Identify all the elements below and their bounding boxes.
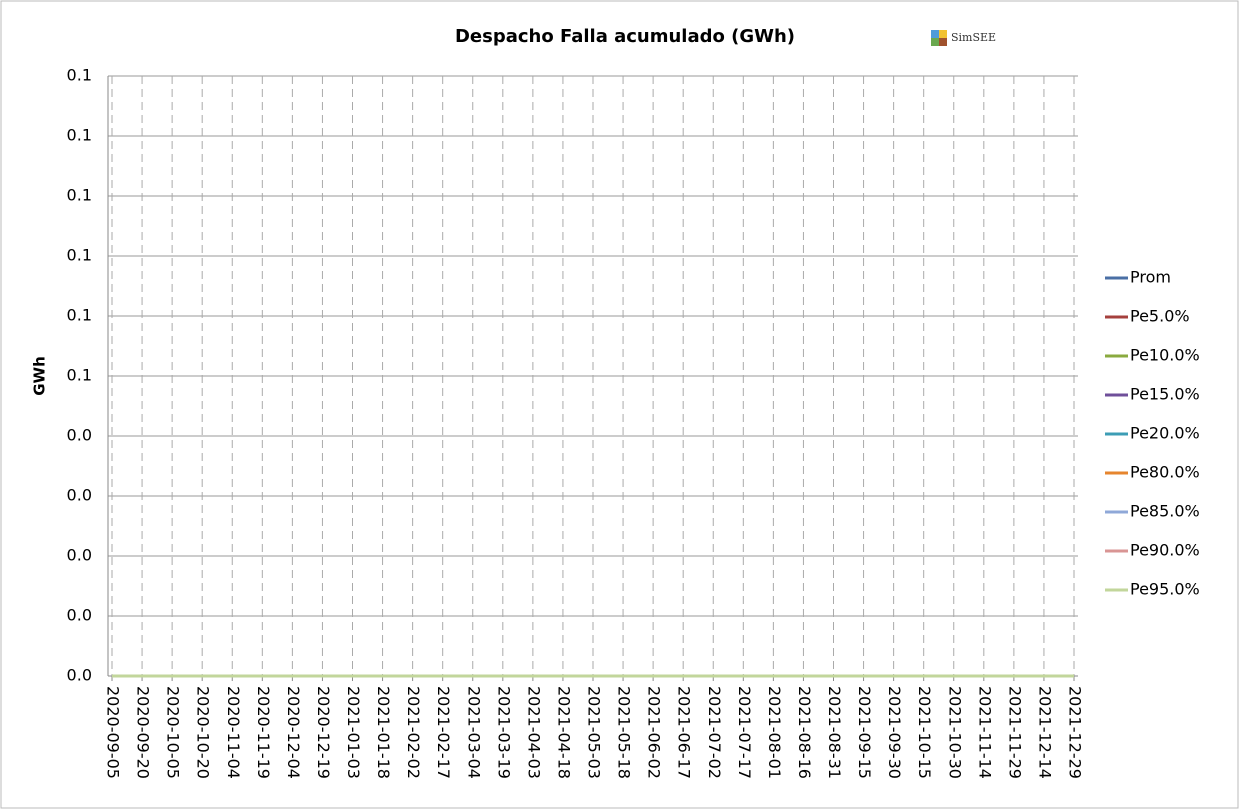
x-tick-label: 2020-10-20 [194,686,213,779]
x-tick-label: 2020-11-04 [224,686,243,779]
x-tick-label: 2021-08-31 [825,686,844,779]
legend-label: Pe90.0% [1130,541,1200,560]
x-tick-label: 2021-03-19 [494,686,513,779]
y-tick-label: 0.1 [67,246,92,265]
legend-label: Pe10.0% [1130,346,1200,365]
legend-label: Pe15.0% [1130,385,1200,404]
x-tick-label: 2021-11-14 [975,686,994,779]
logo-square [931,30,939,38]
x-tick-label: 2021-06-02 [645,686,664,779]
y-tick-label: 0.0 [67,666,92,685]
x-tick-label: 2021-11-29 [1005,686,1024,779]
y-tick-label: 0.1 [67,66,92,85]
x-tick-label: 2021-08-16 [795,686,814,779]
x-tick-label: 2021-02-02 [404,686,423,779]
y-tick-label: 0.1 [67,366,92,385]
logo-square [939,38,947,46]
x-tick-label: 2021-10-15 [915,686,934,779]
legend-label: Pe80.0% [1130,463,1200,482]
x-tick-label: 2021-04-18 [554,686,573,779]
y-tick-label: 0.0 [67,426,92,445]
x-tick-label: 2021-12-29 [1066,686,1085,779]
y-tick-label: 0.0 [67,486,92,505]
y-tick-label: 0.1 [67,306,92,325]
x-tick-label: 2021-09-15 [855,686,874,779]
legend-label: Prom [1130,268,1171,287]
watermark: SimSEE [931,30,996,46]
x-tick-label: 2021-01-18 [374,686,393,779]
x-tick-label: 2021-05-18 [615,686,634,779]
y-tick-label: 0.1 [67,186,92,205]
x-tick-label: 2021-01-03 [344,686,363,779]
logo-square [939,30,947,38]
x-tick-label: 2021-12-14 [1035,686,1054,779]
x-tick-label: 2020-12-19 [314,686,333,779]
x-tick-label: 2020-10-05 [164,686,183,779]
x-tick-label: 2020-09-20 [134,686,153,779]
x-tick-label: 2020-09-05 [104,686,123,779]
x-tick-label: 2021-05-03 [585,686,604,779]
y-tick-label: 0.0 [67,606,92,625]
legend-label: Pe85.0% [1130,502,1200,521]
x-tick-label: 2020-11-19 [254,686,273,779]
y-axis-label: GWh [31,356,49,396]
x-tick-label: 2021-08-01 [765,686,784,779]
logo-square [931,38,939,46]
x-tick-label: 2021-06-17 [675,686,694,779]
x-tick-label: 2021-09-30 [885,686,904,779]
legend-label: Pe95.0% [1130,580,1200,599]
x-tick-label: 2021-04-03 [524,686,543,779]
x-tick-label: 2021-07-02 [705,686,724,779]
chart-title: Despacho Falla acumulado (GWh) [455,26,795,47]
watermark-text: SimSEE [951,31,996,44]
legend-label: Pe20.0% [1130,424,1200,443]
x-tick-label: 2021-03-04 [464,686,483,779]
x-tick-label: 2020-12-04 [284,686,303,779]
x-tick-label: 2021-02-17 [434,686,453,779]
y-tick-label: 0.1 [67,126,92,145]
x-tick-label: 2021-07-17 [735,686,754,779]
x-tick-label: 2021-10-30 [945,686,964,779]
legend-label: Pe5.0% [1130,307,1190,326]
y-tick-label: 0.0 [67,546,92,565]
